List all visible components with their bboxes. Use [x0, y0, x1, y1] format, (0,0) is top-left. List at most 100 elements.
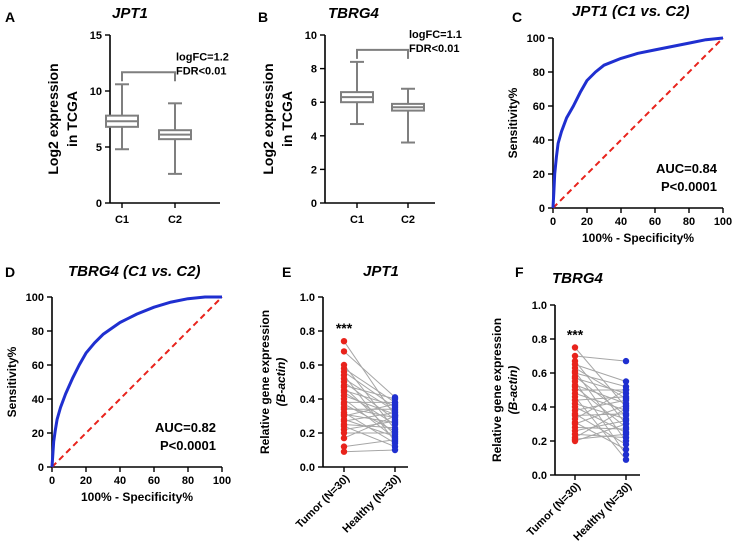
roc-curve	[50, 295, 222, 468]
healthy-point	[622, 451, 630, 458]
panel-label: B	[258, 9, 268, 25]
y-tick-label: 80	[32, 326, 44, 338]
y-tick-label: 100	[26, 292, 44, 304]
pair-line	[343, 378, 396, 412]
healthy-point	[622, 410, 630, 417]
y-tick-label: 0.8	[532, 334, 547, 346]
y-axis-label: Relative gene expression (B-actin)	[258, 310, 288, 454]
y-tick-label: 0.2	[532, 436, 547, 448]
annotation-pvalue: P<0.0001	[160, 438, 216, 453]
annotation-logfc: logFC=1.1	[409, 29, 462, 41]
y-tick-label: 0.4	[532, 402, 548, 414]
healthy-point	[391, 429, 399, 437]
pair-line	[574, 376, 627, 416]
y-axis-label-line: (B-actin)	[274, 358, 288, 407]
panel-c-jpt1-roc: C JPT1 (C1 vs. C2) Sensitivity% 0 20 40 60 80 10…	[506, 3, 732, 245]
pair-line	[343, 371, 396, 408]
pair-line	[343, 390, 396, 407]
annotation-auc: AUC=0.84	[656, 161, 718, 176]
panel-label: C	[512, 9, 522, 25]
y-tick-label: 80	[533, 67, 545, 79]
healthy-point	[391, 436, 399, 443]
panel-label: F	[515, 264, 524, 280]
reference-diagonal	[51, 296, 223, 468]
pair-line	[574, 423, 627, 442]
y-tick-label: 0	[311, 198, 317, 210]
healthy-point	[622, 441, 630, 448]
significance-bracket	[121, 71, 176, 82]
y-tick-label: 1.0	[300, 292, 315, 304]
x-tick-label: 40	[114, 475, 126, 487]
y-tick-label: 20	[32, 428, 44, 440]
pair-line	[343, 418, 396, 437]
panel-label: E	[282, 264, 291, 280]
y-axis-label-line: in TCGA	[64, 91, 80, 147]
pair-line	[574, 413, 627, 445]
pair-line	[343, 420, 396, 431]
pair-line	[343, 413, 396, 424]
y-tick-label: 0	[539, 203, 545, 215]
healthy-point	[622, 378, 630, 385]
x-tick-label: Tumor (N=30)	[525, 480, 583, 538]
pair-line	[343, 439, 396, 448]
healthy-point	[391, 446, 399, 454]
panel-e-jpt1-paired: E JPT1 Relative gene expression (B-actin) 0.…	[258, 263, 408, 535]
panel-label: D	[5, 264, 15, 280]
y-axis-label-line: Relative gene expression	[258, 310, 272, 454]
y-tick-label: 0.4	[300, 394, 316, 406]
y-axis-label-line: Log2 expression	[260, 63, 276, 174]
x-tick-label: Tumor (N=30)	[294, 472, 352, 530]
panel-a-jpt1-boxplot: A JPT1 Log2 expression in TCGA 0 5 10 15 C1 C2 log…	[5, 5, 229, 226]
pair-line	[343, 403, 396, 417]
annotation-fdr: FDR<0.01	[176, 65, 226, 77]
pair-line	[574, 355, 627, 362]
pair-line	[343, 403, 396, 432]
x-axis-label: 100% - Specificity%	[81, 490, 193, 504]
tumor-point	[571, 344, 579, 351]
reference-diagonal	[552, 37, 724, 209]
annotation-pvalue: P<0.0001	[661, 179, 717, 194]
y-tick-label: 6	[311, 97, 317, 109]
y-tick-label: 0.8	[300, 326, 315, 338]
panel-title: TBRG4 (C1 vs. C2)	[68, 263, 201, 280]
pair-line	[574, 404, 627, 425]
panel-title: TBRG4	[328, 5, 379, 22]
pair-line	[574, 403, 627, 420]
y-axis-label: Log2 expression in TCGA	[260, 63, 295, 174]
box-c1	[340, 60, 374, 126]
healthy-point	[391, 412, 399, 420]
pair-line	[343, 415, 396, 439]
box-c2	[158, 102, 192, 175]
tumor-point	[340, 443, 348, 450]
pair-line	[574, 389, 627, 420]
pair-line	[574, 372, 627, 388]
y-axis-label-line: Log2 expression	[45, 63, 61, 174]
x-tick-label: 60	[649, 216, 661, 228]
annotation-auc: AUC=0.82	[155, 420, 216, 435]
x-tick-label: C1	[115, 214, 129, 226]
pair-line	[574, 406, 627, 433]
tumor-point	[340, 434, 348, 442]
y-tick-label: 20	[533, 169, 545, 181]
tumor-point	[340, 429, 348, 437]
healthy-point	[622, 405, 630, 412]
healthy-point	[622, 386, 630, 394]
pair-line	[574, 396, 627, 401]
healthy-point	[622, 425, 630, 433]
pair-line	[574, 408, 627, 439]
pair-line	[343, 395, 396, 415]
healthy-point	[391, 424, 399, 432]
y-tick-label: 60	[32, 360, 44, 372]
box-c2	[391, 87, 425, 144]
y-tick-label: 0	[38, 462, 44, 474]
healthy-point	[622, 446, 630, 453]
y-tick-label: 2	[311, 164, 317, 176]
annotation-logfc: logFC=1.2	[176, 51, 229, 63]
pair-line	[574, 367, 627, 399]
x-tick-label: 0	[49, 475, 55, 487]
y-tick-label: 15	[90, 30, 102, 42]
healthy-point	[622, 357, 630, 365]
x-tick-label: 60	[148, 475, 160, 487]
y-tick-label: 0.0	[300, 462, 315, 474]
